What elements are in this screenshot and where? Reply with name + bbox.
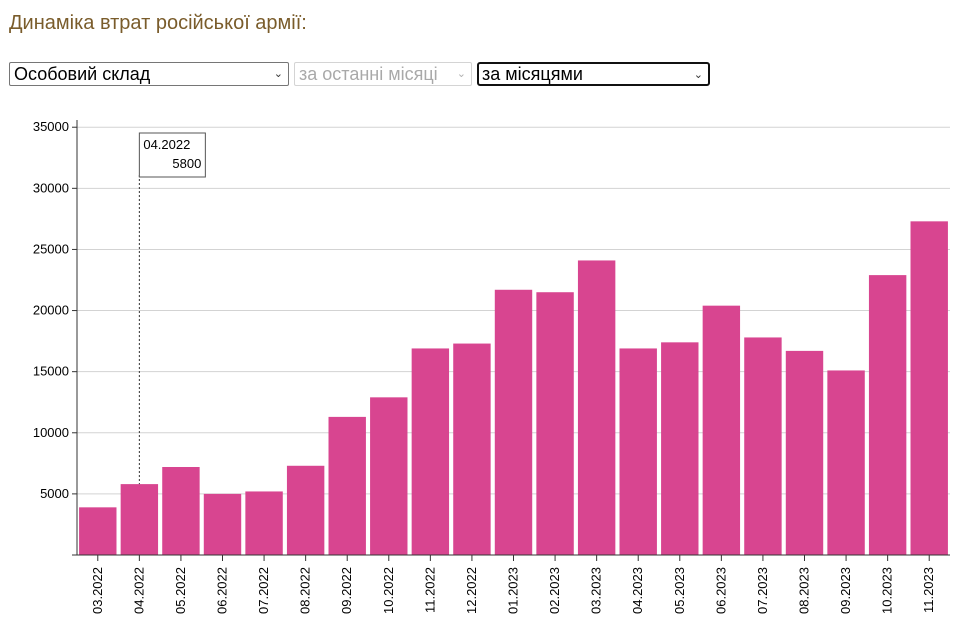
bar-10.2022[interactable] (370, 397, 408, 555)
axes: 5000 10000 15000 20000 25000 30000 35000 (33, 119, 950, 561)
x-tick-label: 08.2023 (797, 567, 812, 614)
x-tick-label: 09.2022 (339, 567, 354, 614)
x-tick-label: 01.2023 (506, 567, 521, 614)
bar-04.2023[interactable] (619, 348, 657, 555)
y-tick-label: 30000 (33, 180, 69, 195)
x-tick-label: 03.2022 (90, 567, 105, 614)
range-select: за останні місяці ⌄ (294, 62, 472, 86)
bar-12.2022[interactable] (453, 343, 491, 555)
x-tick-label: 05.2022 (173, 567, 188, 614)
y-tick-label: 10000 (33, 425, 69, 440)
tooltip-box (138, 132, 206, 178)
bar-04.2022[interactable] (120, 484, 159, 555)
bar-07.2023[interactable] (744, 337, 782, 555)
metric-select-value: Особовий склад (14, 64, 151, 84)
bar-09.2022[interactable] (328, 416, 366, 555)
chevron-down-icon: ⌄ (693, 69, 703, 81)
bar-11.2023[interactable] (910, 221, 948, 556)
bar-10.2023[interactable] (868, 275, 907, 555)
chevron-down-icon: ⌄ (456, 68, 466, 80)
bar-05.2023[interactable] (661, 342, 699, 555)
bar-01.2023[interactable] (494, 289, 533, 555)
x-tick-label: 07.2023 (755, 567, 770, 614)
x-tick-label: 05.2023 (672, 567, 687, 614)
bar-09.2023[interactable] (827, 370, 865, 555)
x-tick-label: 06.2023 (713, 567, 728, 614)
x-tick-label: 02.2023 (547, 567, 562, 614)
x-tick-label: 09.2023 (838, 567, 853, 614)
bars (79, 221, 948, 556)
y-tick-label: 35000 (33, 119, 69, 134)
chevron-down-icon: ⌄ (273, 68, 283, 80)
bar-08.2023[interactable] (785, 350, 824, 555)
y-tick-label: 15000 (33, 364, 69, 379)
bar-11.2022[interactable] (411, 348, 450, 555)
x-tick-label: 06.2022 (215, 567, 230, 614)
bar-05.2022[interactable] (162, 467, 200, 555)
bar-08.2022[interactable] (286, 465, 325, 555)
x-tick-label: 11.2023 (921, 567, 936, 613)
bar-06.2023[interactable] (702, 305, 741, 555)
page-title: Динаміка втрат російської армії: (9, 12, 307, 34)
y-tick-label: 20000 (33, 303, 69, 318)
x-tick-label: 03.2023 (589, 567, 604, 614)
y-tick-label: 5000 (40, 486, 69, 501)
x-tick-label: 07.2022 (256, 567, 271, 614)
x-tick-label: 04.2022 (131, 567, 146, 614)
tooltip-period: 04.2022 (143, 137, 190, 152)
x-tick-label: 10.2022 (381, 567, 396, 614)
bar-02.2023[interactable] (536, 292, 574, 555)
y-tick-label: 25000 (33, 241, 69, 256)
bar-03.2023[interactable] (577, 260, 616, 555)
grouping-select-value: за місяцями (482, 64, 583, 84)
tooltip: 04.2022 5800 (138, 132, 206, 485)
x-tick-label: 10.2023 (880, 567, 895, 614)
range-select-value: за останні місяці (299, 64, 438, 84)
bar-07.2022[interactable] (245, 491, 283, 555)
grouping-select[interactable]: за місяцями ⌄ (477, 62, 710, 86)
x-tick-labels: 03.2022 04.2022 05.2022 06.2022 07.2022 08.20… (90, 567, 936, 614)
bar-03.2022[interactable] (79, 507, 117, 555)
x-tick-label: 11.2022 (422, 567, 437, 613)
x-tick-label: 08.2022 (298, 567, 313, 614)
bar-06.2022[interactable] (203, 493, 242, 555)
metric-select[interactable]: Особовий склад ⌄ (9, 62, 289, 86)
x-tick-label: 12.2022 (464, 567, 479, 614)
x-tick-label: 04.2023 (630, 567, 645, 614)
tooltip-value: 5800 (172, 156, 201, 171)
